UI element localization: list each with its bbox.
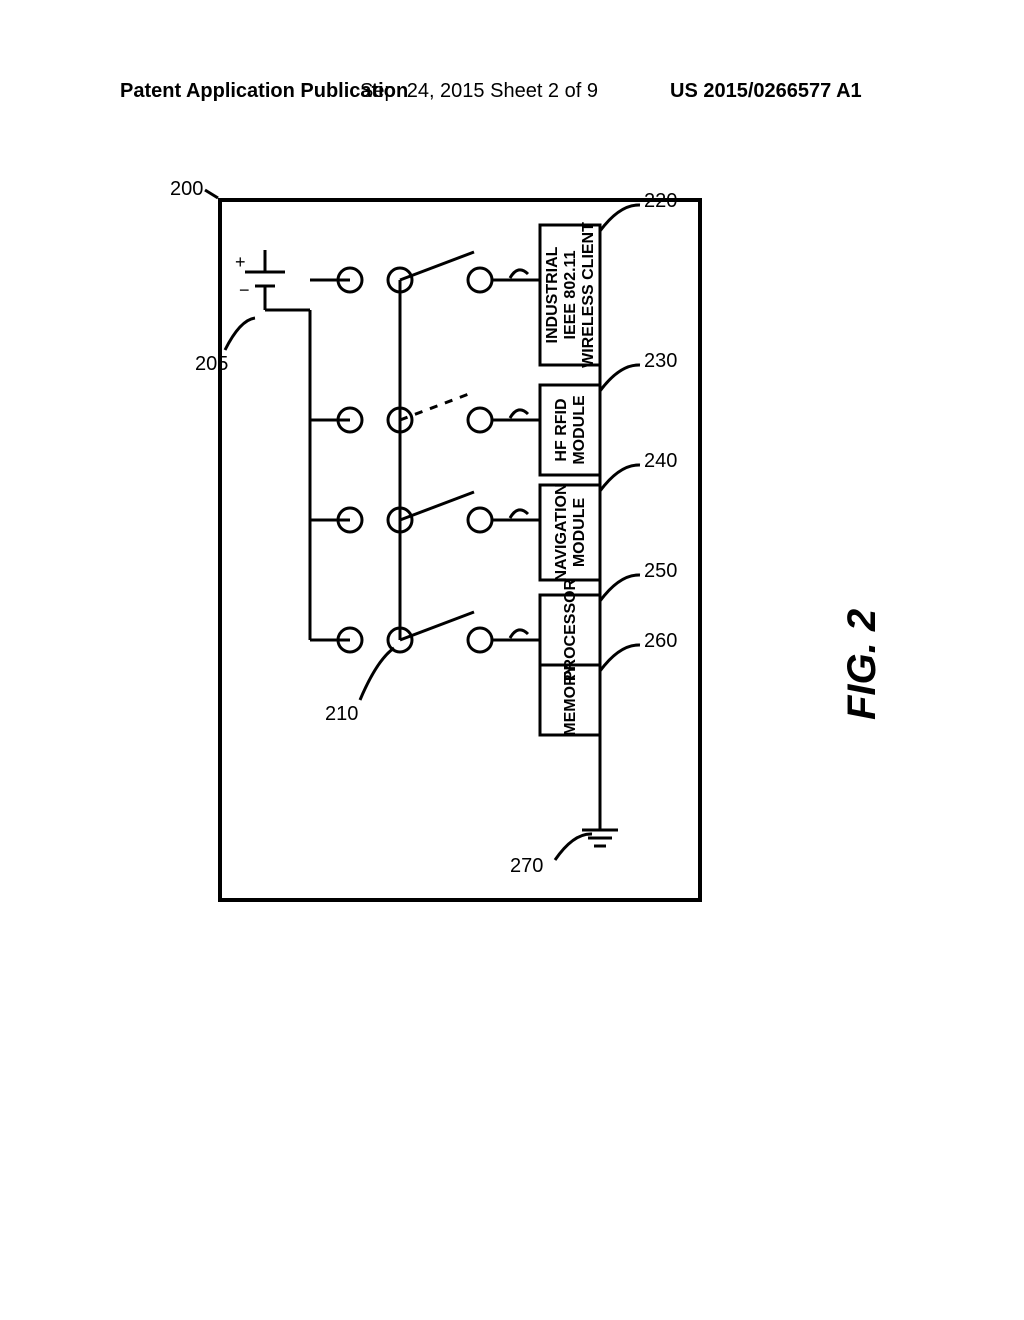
svg-text:270: 270 [510, 855, 543, 877]
svg-text:−: − [239, 280, 250, 300]
svg-text:205: 205 [195, 353, 228, 375]
svg-text:200: 200 [170, 178, 203, 200]
svg-text:260: 260 [644, 630, 677, 652]
svg-text:210: 210 [325, 703, 358, 725]
svg-text:+: + [235, 252, 246, 272]
svg-text:250: 250 [644, 560, 677, 582]
svg-text:NAVIGATION: NAVIGATION [553, 483, 570, 581]
svg-text:MODULE: MODULE [571, 498, 588, 568]
block-diagram: 200 + − 205 210 INDUSTRIALIEEE 802.11WIRELESS… [0, 0, 1024, 1320]
svg-text:WIRELESS CLIENT: WIRELESS CLIENT [580, 222, 597, 368]
svg-text:INDUSTRIAL: INDUSTRIAL [544, 246, 561, 343]
svg-text:230: 230 [644, 350, 677, 372]
page: Patent Application Publication Sep. 24, … [0, 0, 1024, 1320]
svg-text:240: 240 [644, 450, 677, 472]
svg-text:MEMORY: MEMORY [562, 664, 579, 736]
svg-text:MODULE: MODULE [571, 395, 588, 465]
svg-text:220: 220 [644, 190, 677, 212]
svg-text:IEEE 802.11: IEEE 802.11 [562, 250, 579, 339]
svg-text:HF RFID: HF RFID [553, 398, 570, 461]
